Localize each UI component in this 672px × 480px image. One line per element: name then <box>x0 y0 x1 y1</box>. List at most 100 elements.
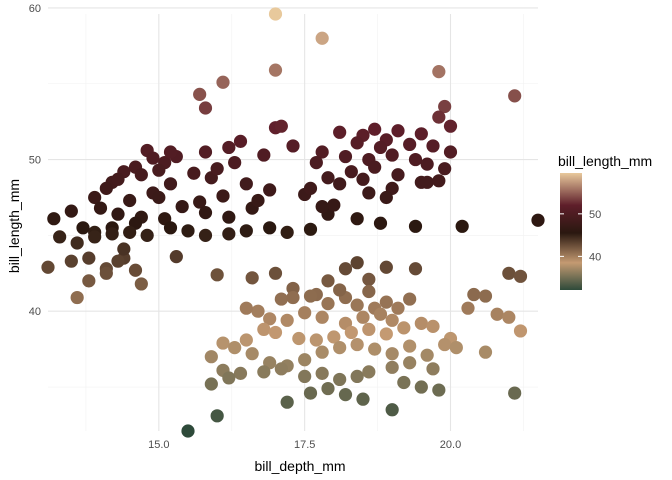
data-point <box>216 336 230 350</box>
data-point <box>239 224 253 238</box>
data-point <box>461 301 475 315</box>
data-point <box>210 162 224 176</box>
data-point <box>350 298 364 312</box>
legend-tick-label: 40 <box>589 251 601 263</box>
legend-colorbar <box>560 173 582 290</box>
y-tick-label: 40 <box>29 306 41 318</box>
data-point <box>438 99 452 114</box>
data-point <box>455 219 469 233</box>
data-point <box>245 271 259 285</box>
data-point <box>198 145 213 159</box>
data-point <box>123 193 137 208</box>
data-point <box>356 310 370 324</box>
data-point <box>403 292 417 306</box>
data-point <box>263 312 277 326</box>
data-point <box>315 145 329 159</box>
data-point <box>198 206 213 220</box>
data-point <box>426 362 440 376</box>
data-point <box>210 409 224 423</box>
data-point <box>280 313 294 327</box>
data-point <box>82 274 96 288</box>
data-point <box>391 301 405 315</box>
data-point <box>216 75 230 89</box>
data-point <box>356 172 370 186</box>
data-point <box>338 262 353 276</box>
data-point <box>111 207 125 221</box>
data-point <box>438 337 452 352</box>
data-point <box>508 386 522 400</box>
data-point <box>82 251 96 265</box>
data-point <box>193 195 207 209</box>
data-point <box>245 347 259 361</box>
data-point <box>420 175 434 189</box>
data-point <box>286 281 300 296</box>
data-point <box>70 236 84 250</box>
data-point <box>443 119 458 133</box>
data-point <box>298 306 312 320</box>
data-point <box>111 254 125 268</box>
data-point <box>99 266 113 280</box>
data-point <box>408 219 423 233</box>
data-point <box>140 228 154 242</box>
data-point <box>379 260 393 274</box>
data-point <box>233 134 248 148</box>
data-point <box>303 386 318 400</box>
data-point <box>490 307 504 321</box>
data-point <box>432 383 446 397</box>
data-point <box>502 266 516 280</box>
data-point <box>193 87 207 101</box>
data-point <box>508 89 522 103</box>
data-point <box>403 137 417 152</box>
data-point <box>163 177 178 191</box>
data-point <box>321 274 335 288</box>
data-point <box>350 337 364 352</box>
data-point <box>362 186 376 200</box>
data-point <box>88 190 102 205</box>
data-point <box>397 321 411 335</box>
data-point <box>414 380 428 394</box>
data-point <box>414 316 428 330</box>
data-point <box>274 292 288 306</box>
x-tick-label: 17.5 <box>294 439 315 451</box>
data-point <box>391 168 405 182</box>
data-point <box>385 313 399 327</box>
data-point <box>350 212 364 226</box>
data-point <box>420 157 434 171</box>
data-point <box>327 330 341 344</box>
data-point <box>315 366 329 380</box>
data-point <box>373 140 388 155</box>
y-tick-label: 60 <box>29 3 41 15</box>
data-points <box>41 7 545 438</box>
data-point <box>204 377 218 391</box>
data-point <box>344 165 358 179</box>
data-point <box>362 272 376 286</box>
data-point <box>303 289 318 303</box>
data-point <box>239 301 253 315</box>
data-point <box>298 369 312 384</box>
data-point <box>327 198 341 212</box>
data-point <box>315 199 329 214</box>
data-point <box>397 375 411 390</box>
data-point <box>152 163 166 177</box>
data-point <box>408 262 423 276</box>
data-point <box>128 263 143 277</box>
data-point <box>443 145 458 159</box>
data-point <box>47 212 61 226</box>
data-point <box>321 381 335 396</box>
data-point <box>251 193 265 208</box>
data-point <box>181 424 195 438</box>
data-point <box>76 221 90 235</box>
data-point <box>88 230 102 244</box>
data-point <box>210 268 224 282</box>
data-point <box>391 124 405 138</box>
data-point <box>239 177 253 191</box>
data-point <box>292 331 306 346</box>
data-point <box>321 171 335 185</box>
data-point <box>344 325 358 340</box>
data-point <box>502 310 516 324</box>
data-point <box>338 388 353 402</box>
data-point <box>41 260 55 274</box>
data-point <box>239 333 253 347</box>
y-axis-title: bill_length_mm <box>6 179 22 273</box>
